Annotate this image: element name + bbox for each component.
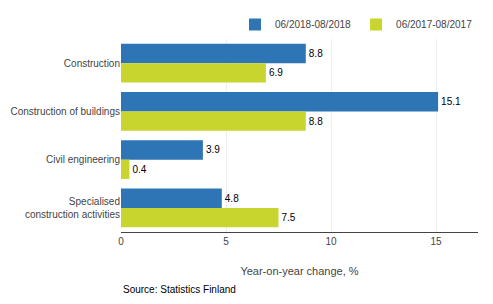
svg-text:06/2018-08/2018: 06/2018-08/2018 [275,19,351,30]
svg-text:Civil engineering: Civil engineering [46,154,120,165]
svg-text:7.5: 7.5 [282,212,296,223]
svg-text:0: 0 [118,236,124,247]
svg-text:8.8: 8.8 [309,48,323,59]
svg-text:3.9: 3.9 [206,144,220,155]
svg-text:Construction of buildings: Construction of buildings [10,106,120,117]
svg-text:0.4: 0.4 [132,164,146,175]
svg-text:8.8: 8.8 [309,116,323,127]
svg-text:Year-on-year change, %: Year-on-year change, % [240,265,358,277]
svg-text:06/2017-08/2017: 06/2017-08/2017 [396,19,472,30]
svg-text:4.8: 4.8 [225,193,239,204]
svg-text:Specialisedconstruction activi: Specialisedconstruction activities [25,196,120,220]
svg-text:5: 5 [223,236,229,247]
svg-text:15: 15 [430,236,442,247]
svg-text:15.1: 15.1 [441,96,461,107]
svg-text:Construction: Construction [64,58,120,69]
svg-text:10: 10 [325,236,337,247]
svg-text:6.9: 6.9 [269,67,283,78]
svg-text:Source: Statistics Finland: Source: Statistics Finland [123,284,236,295]
